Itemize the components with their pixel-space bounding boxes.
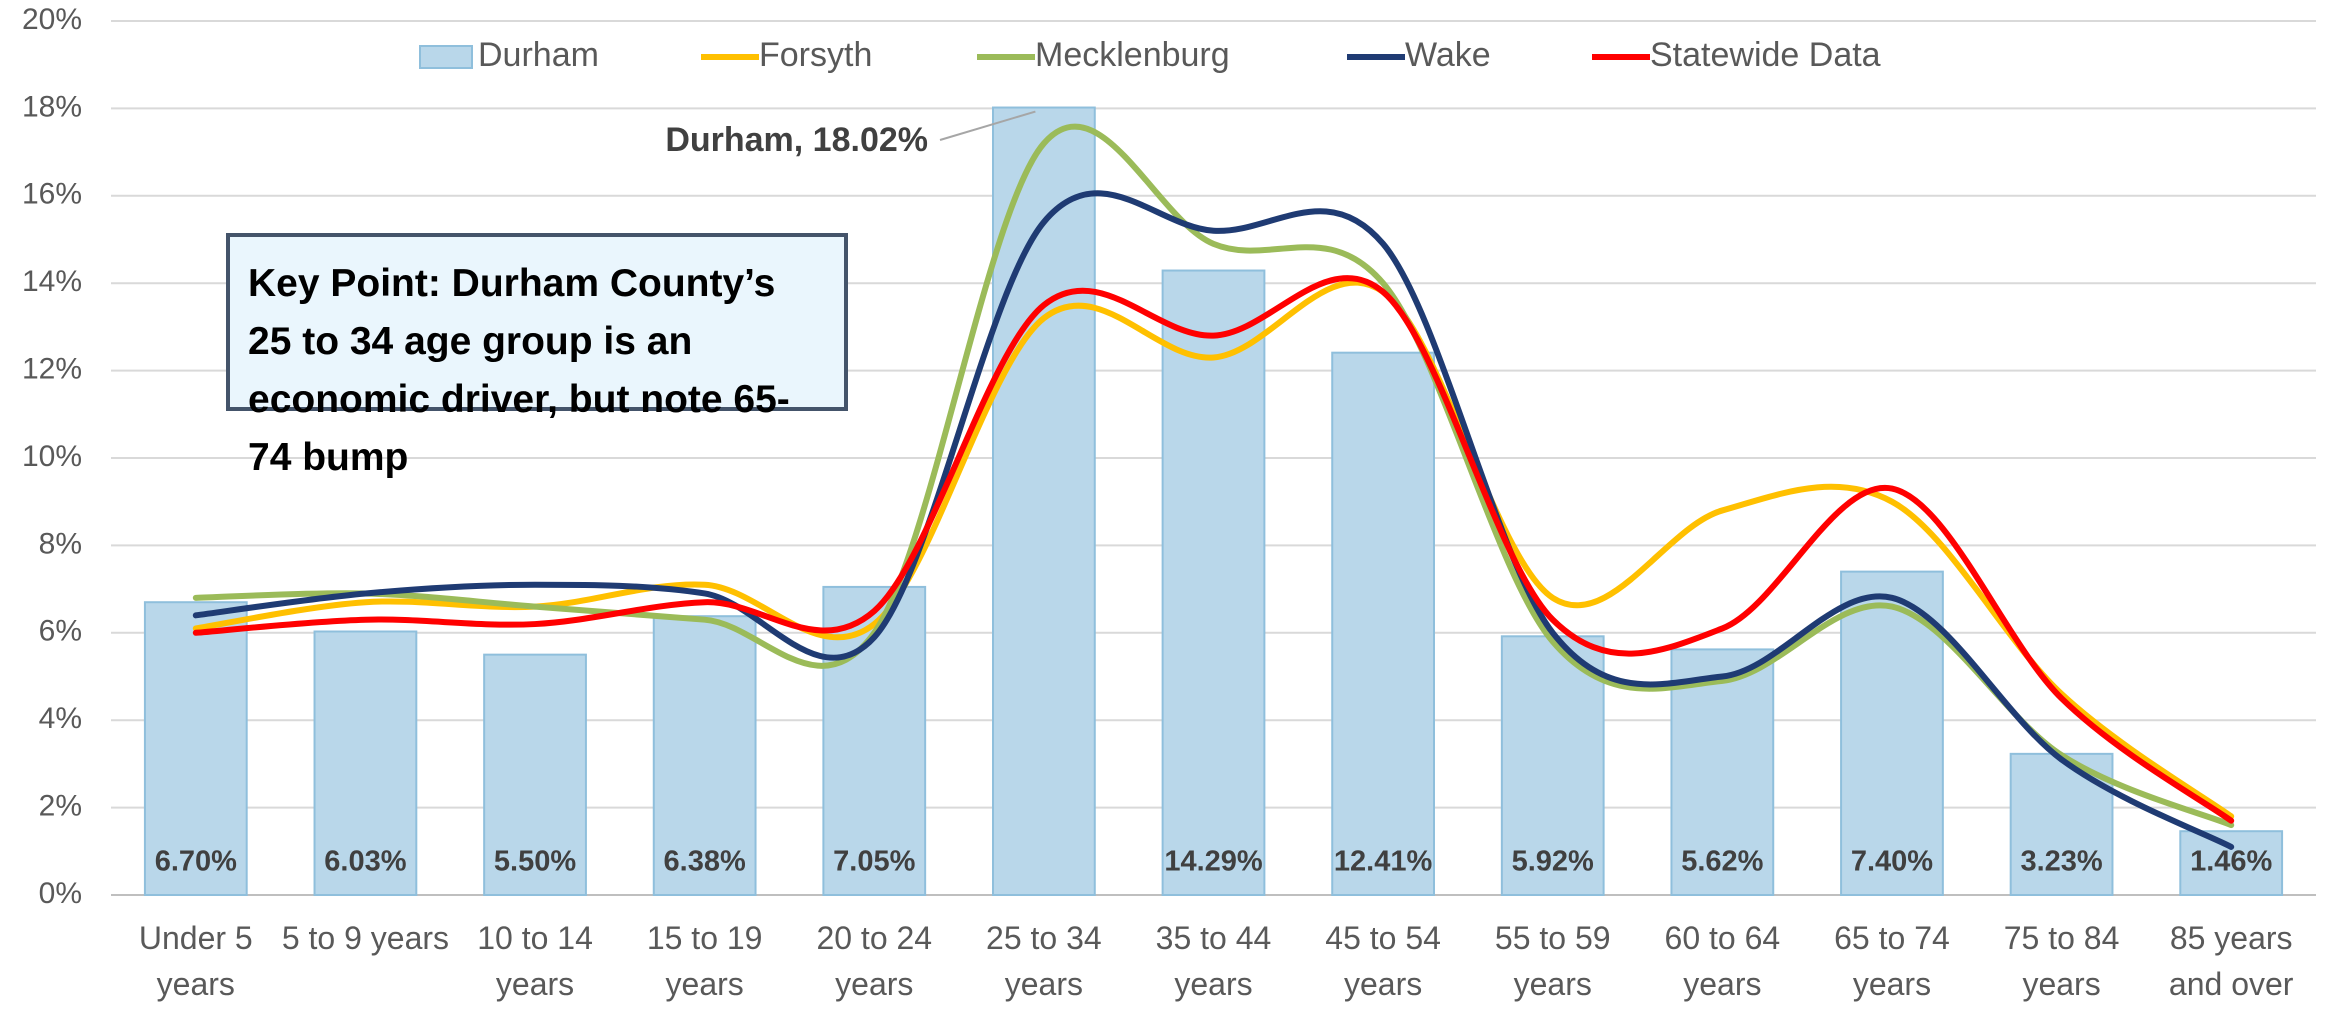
data-label: 7.40% xyxy=(1851,846,1933,878)
y-tick-label: 14% xyxy=(22,265,82,298)
y-tick-label: 16% xyxy=(22,178,82,211)
x-tick-label: 75 to 84 years xyxy=(2003,920,2120,1002)
x-tick-label: Under 5 years xyxy=(138,920,253,1002)
y-tick-label: 18% xyxy=(22,90,82,123)
legend-swatch xyxy=(419,45,473,69)
data-label: 7.05% xyxy=(833,846,915,878)
legend-label: Forsyth xyxy=(759,36,872,74)
bar xyxy=(1161,269,1266,897)
y-tick-label: 10% xyxy=(22,440,82,473)
y-tick-label: 0% xyxy=(39,877,82,910)
x-tick-label: 55 to 59 years xyxy=(1494,920,1611,1002)
x-tick-label: 60 to 64 years xyxy=(1664,920,1781,1002)
line xyxy=(192,279,2235,820)
data-label: 6.38% xyxy=(664,846,746,878)
x-tick-label: 20 to 24 years xyxy=(816,920,933,1002)
bar xyxy=(652,615,757,896)
line xyxy=(192,123,2235,829)
data-label: 6.03% xyxy=(324,846,406,878)
legend-label: Durham xyxy=(478,36,599,74)
x-tick-label: 35 to 44 years xyxy=(1155,920,1272,1002)
line xyxy=(192,190,2235,850)
data-label: 14.29% xyxy=(1164,846,1263,878)
bar xyxy=(1500,635,1605,897)
bar xyxy=(2179,830,2284,896)
x-tick-label: 10 to 14 years xyxy=(477,920,593,1002)
x-tick-label: 85 years and over xyxy=(2168,920,2294,1002)
bar xyxy=(1331,351,1435,897)
bar xyxy=(1670,648,1775,896)
y-tick-label: 6% xyxy=(39,615,82,648)
data-label: 5.92% xyxy=(1512,846,1594,878)
y-tick-label: 4% xyxy=(39,702,82,735)
line xyxy=(192,275,2235,824)
key-point-box: Key Point: Durham County’s 25 to 34 age … xyxy=(226,233,848,479)
x-tick-label: 15 to 19 years xyxy=(646,920,763,1002)
data-label: 5.62% xyxy=(1681,846,1763,878)
x-tick-label: 25 to 34 years xyxy=(986,920,1102,1002)
data-label: 5.50% xyxy=(494,846,576,878)
y-tick-label: 20% xyxy=(22,3,82,36)
annotation-leader xyxy=(939,110,1036,141)
legend-label: Mecklenburg xyxy=(1035,36,1230,74)
x-tick-label: 65 to 74 years xyxy=(1834,920,1950,1002)
bar xyxy=(2009,752,2114,896)
data-label: 3.23% xyxy=(2020,846,2102,878)
bar xyxy=(1840,570,1944,896)
annotation: Durham, 18.02% xyxy=(665,121,928,159)
y-tick-label: 12% xyxy=(22,353,82,386)
bar xyxy=(483,653,587,897)
x-tick-label: 5 to 9 years xyxy=(281,920,450,956)
data-label: 1.46% xyxy=(2190,846,2272,878)
legend-label: Wake xyxy=(1405,36,1491,74)
data-label: 6.70% xyxy=(155,846,237,878)
x-tick-label: 45 to 54 years xyxy=(1325,920,1441,1002)
bar xyxy=(992,106,1096,896)
legend-label: Statewide Data xyxy=(1650,36,1881,74)
bar xyxy=(143,601,248,897)
data-label: 12.41% xyxy=(1334,846,1433,878)
y-tick-label: 2% xyxy=(39,790,82,823)
bar xyxy=(313,630,418,896)
y-tick-label: 8% xyxy=(39,527,82,560)
